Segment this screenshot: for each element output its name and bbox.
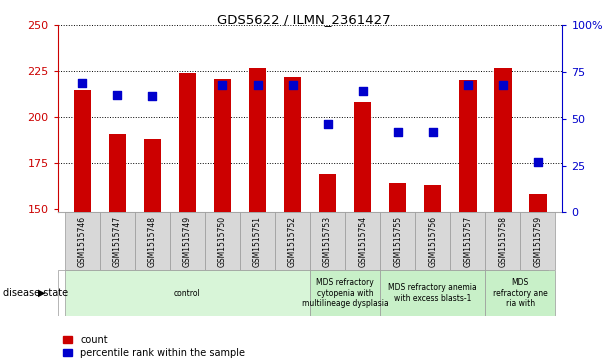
Text: MDS
refractory ane
ria with: MDS refractory ane ria with <box>493 278 548 308</box>
Bar <box>205 212 240 270</box>
Bar <box>459 80 477 212</box>
Text: GSM1515749: GSM1515749 <box>183 216 192 267</box>
Point <box>323 122 333 127</box>
Bar <box>529 194 547 212</box>
Bar <box>319 174 336 212</box>
Point <box>288 82 297 88</box>
Bar <box>100 212 135 270</box>
Text: GSM1515753: GSM1515753 <box>323 216 332 267</box>
Bar <box>451 212 485 270</box>
Point <box>463 82 472 88</box>
Text: GSM1515746: GSM1515746 <box>78 216 87 267</box>
Text: GSM1515758: GSM1515758 <box>499 216 507 267</box>
Text: control: control <box>174 289 201 298</box>
Point <box>112 92 122 98</box>
Text: MDS refractory
cytopenia with
multilineage dysplasia: MDS refractory cytopenia with multilinea… <box>302 278 389 308</box>
Bar <box>179 73 196 212</box>
Bar <box>143 139 161 212</box>
Bar <box>485 270 555 316</box>
Point <box>218 82 227 88</box>
Bar <box>284 77 302 212</box>
Text: GSM1515750: GSM1515750 <box>218 216 227 267</box>
Text: GSM1515751: GSM1515751 <box>253 216 262 267</box>
Text: GSM1515754: GSM1515754 <box>358 216 367 267</box>
Point <box>358 88 367 94</box>
Bar <box>249 68 266 212</box>
Text: GSM1515759: GSM1515759 <box>533 216 542 267</box>
Point <box>428 129 438 135</box>
Point <box>498 82 508 88</box>
Bar <box>135 212 170 270</box>
Bar <box>275 212 310 270</box>
Point <box>77 81 87 86</box>
Text: GSM1515747: GSM1515747 <box>113 216 122 267</box>
Text: disease state: disease state <box>3 288 68 298</box>
Text: MDS refractory anemia
with excess blasts-1: MDS refractory anemia with excess blasts… <box>389 284 477 303</box>
Bar <box>485 212 520 270</box>
Bar <box>310 270 380 316</box>
Point <box>533 159 543 165</box>
Bar <box>213 78 231 212</box>
Bar <box>520 212 555 270</box>
Bar <box>380 212 415 270</box>
Text: GDS5622 / ILMN_2361427: GDS5622 / ILMN_2361427 <box>217 13 391 26</box>
Bar <box>65 212 100 270</box>
Text: GSM1515748: GSM1515748 <box>148 216 157 267</box>
Bar <box>415 212 451 270</box>
Bar <box>240 212 275 270</box>
Bar <box>380 270 485 316</box>
Bar <box>345 212 380 270</box>
Bar <box>354 102 371 212</box>
Text: GSM1515757: GSM1515757 <box>463 216 472 267</box>
Bar <box>74 90 91 212</box>
Bar <box>170 212 205 270</box>
Bar <box>389 183 407 212</box>
Text: GSM1515752: GSM1515752 <box>288 216 297 267</box>
Point <box>393 129 402 135</box>
Text: GSM1515756: GSM1515756 <box>428 216 437 267</box>
Bar <box>109 134 126 212</box>
Text: ▶: ▶ <box>38 288 46 298</box>
Bar <box>310 212 345 270</box>
Point <box>253 82 263 88</box>
Legend: count, percentile rank within the sample: count, percentile rank within the sample <box>63 335 245 358</box>
Text: GSM1515755: GSM1515755 <box>393 216 402 267</box>
Point <box>148 94 157 99</box>
Bar <box>424 185 441 212</box>
Bar <box>65 270 310 316</box>
Bar <box>494 68 511 212</box>
